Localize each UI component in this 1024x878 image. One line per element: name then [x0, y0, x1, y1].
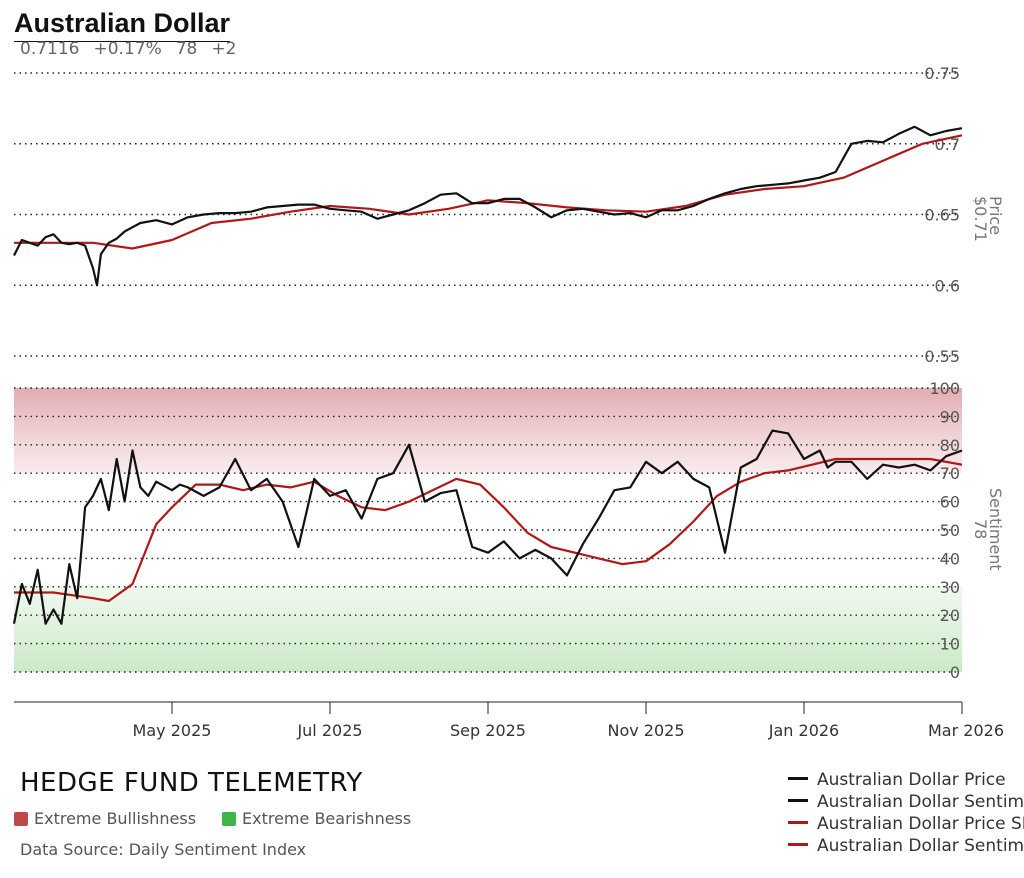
- header-sentiment: 78: [175, 39, 198, 59]
- price-axis-label: Price: [986, 196, 1005, 235]
- legend-item[interactable]: Australian Dollar Sentiment: [788, 792, 1024, 814]
- legend-label: Australian Dollar Sentiment SMA: [817, 836, 1024, 856]
- sentiment-line: [12, 429, 963, 625]
- price-tick-label: 0.75: [924, 64, 960, 83]
- x-axis: May 2025 Jul 2025 Sep 2025 Nov 2025 Jan 2026…: [133, 702, 1004, 740]
- legend-item[interactable]: Australian Dollar Sentiment SMA: [788, 836, 1024, 858]
- header-price: 0.7116: [20, 39, 80, 59]
- key-bull-label: Extreme Bullishness: [34, 809, 197, 828]
- sentiment-tick-label: 0: [950, 663, 960, 682]
- sentiment-tick-label: 50: [940, 521, 960, 540]
- line-swatch-icon: [788, 843, 808, 846]
- price-series: [13, 125, 963, 287]
- x-tick-label: Mar 2026: [928, 721, 1004, 740]
- sentiment-tick-label: 20: [940, 606, 960, 625]
- header-stats: 0.7116 +0.17% 78 +2: [20, 39, 250, 59]
- extreme-bearish-zone: [14, 586, 962, 672]
- brand-name: HEDGE FUND TELEMETRY: [20, 768, 363, 798]
- x-tick-label: Jan 2026: [768, 721, 839, 740]
- sentiment-tick-label: 30: [940, 578, 960, 597]
- price-sma-line: [14, 134, 963, 250]
- price-tick-label: 0.55: [924, 347, 960, 366]
- bull-swatch-icon: [14, 812, 28, 826]
- legend-label: Australian Dollar Sentiment: [817, 792, 1024, 812]
- legend-label: Australian Dollar Price SMA: [817, 814, 1024, 834]
- x-tick-label: May 2025: [133, 721, 212, 740]
- line-swatch-icon: [788, 821, 808, 824]
- sentiment-tick-label: 10: [940, 635, 960, 654]
- sentiment-tick-label: 40: [940, 549, 960, 568]
- sentiment-tick-label: 80: [940, 436, 960, 455]
- legend-item[interactable]: Australian Dollar Price: [788, 770, 1024, 792]
- sentiment-gridlines: 0 10 20 30 40 50 60 70 80 90 100: [14, 379, 960, 682]
- legend-item[interactable]: Australian Dollar Price SMA: [788, 814, 1024, 836]
- line-swatch-icon: [788, 777, 808, 780]
- price-line: [13, 125, 963, 287]
- page-title: Australian Dollar: [14, 8, 231, 38]
- series-legend: Australian Dollar Price Australian Dolla…: [788, 770, 1024, 858]
- sentiment-tick-label: 60: [940, 493, 960, 512]
- sentiment-tick-label: 100: [929, 379, 960, 398]
- sentiment-tick-label: 70: [940, 464, 960, 483]
- x-tick-label: Sep 2025: [450, 721, 526, 740]
- header-sentiment-change: +2: [211, 39, 237, 59]
- legend-label: Australian Dollar Price: [817, 770, 1006, 790]
- sentiment-tick-label: 90: [940, 407, 960, 426]
- bear-swatch-icon: [222, 812, 236, 826]
- header-change: +0.17%: [93, 39, 162, 59]
- x-tick-label: Nov 2025: [607, 721, 684, 740]
- key-extreme-bearishness: Extreme Bearishness: [222, 809, 411, 828]
- extreme-bullish-zone: [14, 388, 962, 473]
- sentiment-sma-line: [14, 457, 963, 603]
- data-source: Data Source: Daily Sentiment Index: [20, 840, 307, 859]
- key-extreme-bullishness: Extreme Bullishness: [14, 809, 196, 828]
- sentiment-axis-label: Sentiment: [986, 488, 1005, 571]
- title-underline: [14, 41, 230, 42]
- sentiment-axis-value: 78: [971, 519, 990, 539]
- x-tick-label: Jul 2025: [296, 721, 362, 740]
- sentiment-series: [12, 429, 963, 625]
- price-axis-value: $0.71: [971, 196, 990, 242]
- price-tick-label: 0.6: [935, 276, 960, 295]
- price-tick-label: 0.65: [924, 206, 960, 225]
- line-swatch-icon: [788, 799, 808, 802]
- key-bear-label: Extreme Bearishness: [242, 809, 412, 828]
- price-gridlines: 0.550.60.650.70.75: [14, 64, 960, 366]
